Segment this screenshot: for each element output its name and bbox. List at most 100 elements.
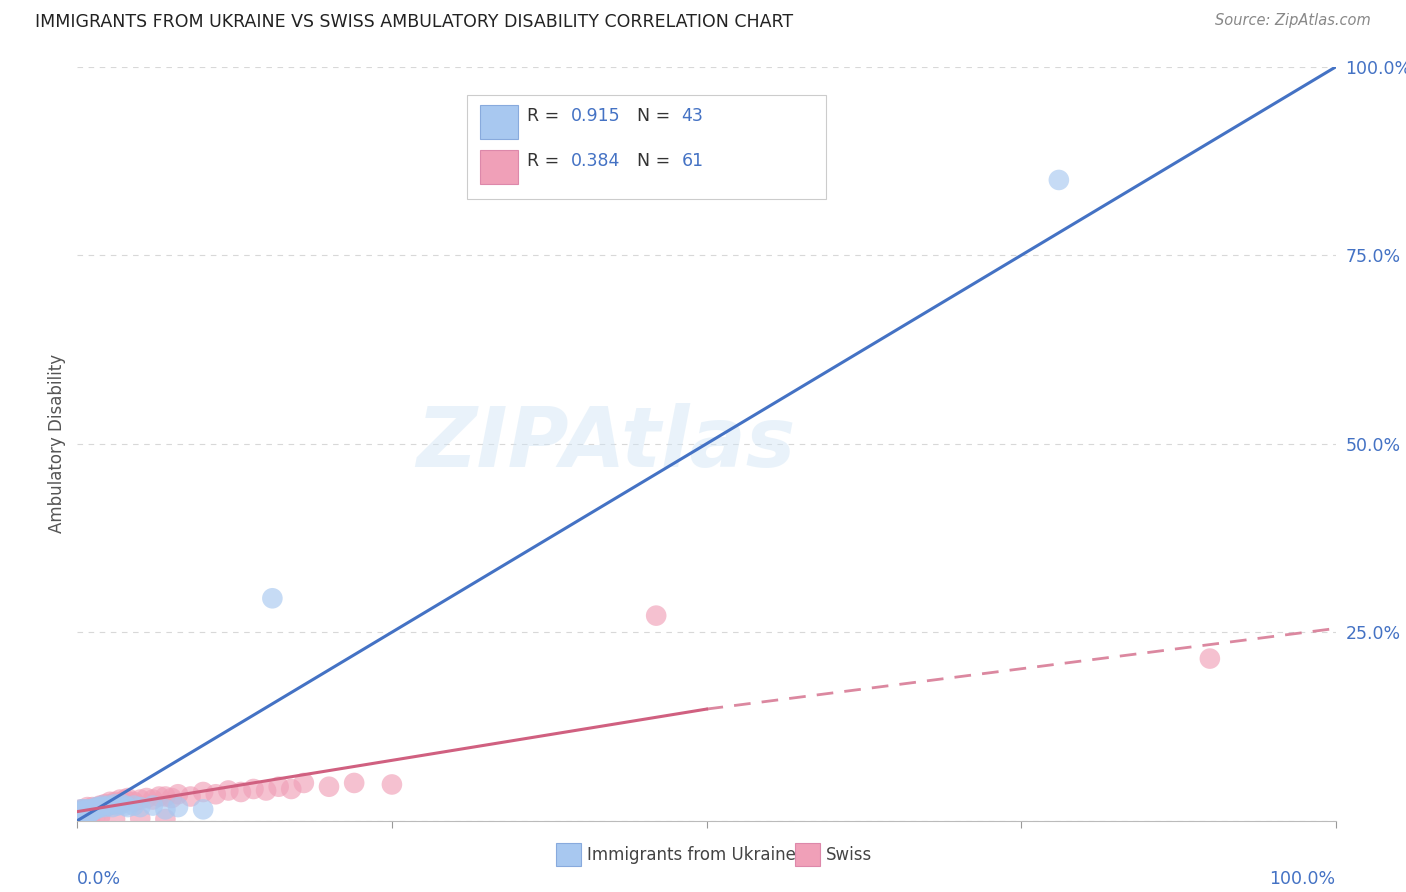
Point xyxy=(280,782,302,797)
Point xyxy=(76,805,98,819)
Point xyxy=(292,776,315,790)
Point xyxy=(97,798,120,813)
Point xyxy=(155,802,177,816)
Point xyxy=(155,812,177,826)
Text: N =: N = xyxy=(637,107,676,125)
Point xyxy=(96,798,118,813)
Point xyxy=(318,780,340,794)
Point xyxy=(72,802,94,816)
Point xyxy=(167,800,190,814)
Point xyxy=(262,591,284,606)
Point xyxy=(69,805,91,819)
Point xyxy=(142,792,165,806)
Point xyxy=(142,798,165,813)
Point xyxy=(69,810,91,824)
Point xyxy=(70,806,93,821)
Point xyxy=(79,802,101,816)
Point xyxy=(69,806,91,821)
Point xyxy=(114,798,136,813)
Point xyxy=(69,807,91,822)
Point xyxy=(75,806,97,821)
Point xyxy=(72,803,94,817)
Point xyxy=(73,805,96,819)
Point xyxy=(204,787,226,801)
Point xyxy=(76,809,98,823)
Point xyxy=(80,805,103,819)
Point xyxy=(72,807,94,822)
Point xyxy=(67,807,90,822)
Point xyxy=(89,810,111,824)
Point xyxy=(91,798,114,813)
Point xyxy=(117,791,139,805)
Point xyxy=(101,800,124,814)
Text: Immigrants from Ukraine: Immigrants from Ukraine xyxy=(586,846,796,863)
Point xyxy=(94,800,117,814)
Point xyxy=(129,811,152,825)
Point xyxy=(84,811,107,825)
Point xyxy=(75,803,97,817)
Y-axis label: Ambulatory Disability: Ambulatory Disability xyxy=(48,354,66,533)
Point xyxy=(129,800,152,814)
Point xyxy=(167,787,190,801)
Text: 43: 43 xyxy=(682,107,703,125)
Point xyxy=(79,812,101,826)
Point xyxy=(104,797,127,811)
Point xyxy=(104,795,127,809)
Bar xyxy=(479,150,517,184)
Point xyxy=(104,812,127,826)
Point xyxy=(180,789,202,804)
Point xyxy=(160,791,183,805)
Point xyxy=(86,800,108,814)
Text: R =: R = xyxy=(527,107,564,125)
Point xyxy=(135,791,157,805)
Point xyxy=(72,805,94,819)
Point xyxy=(107,797,129,811)
Point xyxy=(89,798,111,813)
Point xyxy=(242,782,264,797)
Point xyxy=(72,806,94,821)
Point xyxy=(70,802,93,816)
Point xyxy=(69,805,91,819)
Point xyxy=(76,805,98,819)
Point xyxy=(72,811,94,825)
Point xyxy=(76,800,98,814)
Point xyxy=(67,806,90,821)
Text: 0.0%: 0.0% xyxy=(77,870,121,888)
Point xyxy=(94,797,117,811)
Text: ZIPAtlas: ZIPAtlas xyxy=(416,403,796,484)
Text: Source: ZipAtlas.com: Source: ZipAtlas.com xyxy=(1215,13,1371,29)
Point xyxy=(111,795,134,809)
Point xyxy=(267,780,290,794)
Point xyxy=(191,802,215,816)
Point xyxy=(108,792,131,806)
Point xyxy=(122,795,145,809)
Point xyxy=(191,785,215,799)
Text: 100.0%: 100.0% xyxy=(1270,870,1336,888)
Text: R =: R = xyxy=(527,153,564,170)
Bar xyxy=(555,843,581,866)
Point xyxy=(229,785,252,799)
Point xyxy=(86,801,108,815)
Point xyxy=(89,800,111,814)
Point xyxy=(70,806,93,821)
FancyBboxPatch shape xyxy=(467,95,827,199)
Point xyxy=(98,795,121,809)
Point xyxy=(84,801,107,815)
Bar xyxy=(479,104,517,138)
Point xyxy=(67,812,90,826)
Point xyxy=(1047,173,1070,187)
Point xyxy=(114,792,136,806)
Point xyxy=(110,797,132,811)
Point xyxy=(79,806,101,821)
Point xyxy=(217,783,239,797)
Point xyxy=(122,798,145,813)
Point xyxy=(254,783,277,797)
Point xyxy=(148,789,170,804)
Point xyxy=(117,800,139,814)
Text: 0.384: 0.384 xyxy=(571,153,620,170)
Point xyxy=(79,802,101,816)
Point xyxy=(381,777,404,791)
Point xyxy=(75,803,97,817)
Point xyxy=(72,802,94,816)
Point xyxy=(76,802,98,816)
